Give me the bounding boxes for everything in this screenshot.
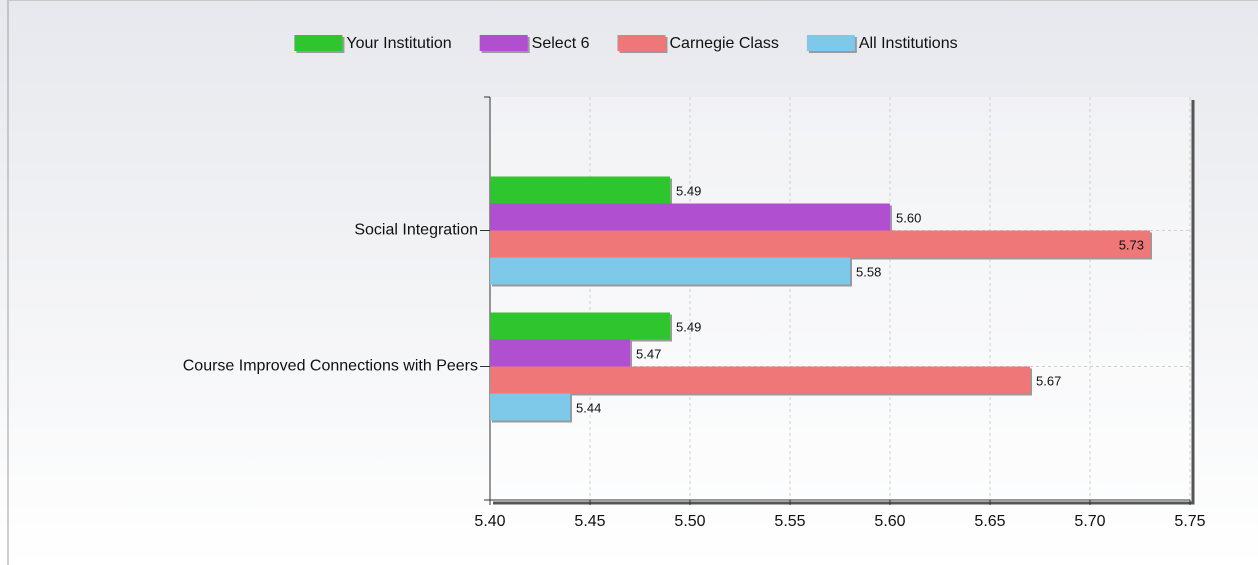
data-label: 5.73	[1119, 237, 1144, 252]
legend-swatch	[479, 35, 528, 51]
legend-swatch	[806, 35, 855, 51]
bar	[490, 366, 1030, 394]
y-tick-label: Course Improved Connections with Peers	[183, 358, 478, 375]
bar	[490, 339, 630, 367]
x-tick-label: 5.45	[574, 513, 605, 530]
x-tick-label: 5.70	[1074, 513, 1105, 530]
bar	[490, 176, 670, 204]
bar	[490, 203, 890, 231]
plot-shadow	[493, 100, 1195, 505]
data-label: 5.58	[856, 264, 881, 279]
data-label: 5.49	[676, 183, 701, 198]
legend-label: Carnegie Class	[669, 35, 778, 52]
x-tick-label: 5.40	[474, 513, 505, 530]
legend: Your Institution Select 6 Carnegie Class Al…	[294, 35, 958, 53]
legend-label: Select 6	[532, 35, 590, 52]
data-label: 5.47	[636, 346, 661, 361]
bar	[490, 312, 670, 340]
y-tick-label: Social Integration	[354, 222, 478, 239]
data-label: 5.49	[676, 319, 701, 334]
data-label: 5.60	[896, 210, 921, 225]
x-tick-label: 5.65	[974, 513, 1005, 530]
x-tick-label: 5.60	[874, 513, 905, 530]
x-tick-label: 5.50	[674, 513, 705, 530]
plot-area	[490, 97, 1190, 500]
legend-label: Your Institution	[346, 35, 451, 52]
data-label: 5.44	[576, 400, 601, 415]
legend-label: All Institutions	[859, 35, 958, 52]
bar	[490, 393, 570, 421]
data-label: 5.67	[1036, 373, 1061, 388]
legend-swatch	[294, 35, 343, 51]
x-tick-label: 5.75	[1174, 513, 1205, 530]
x-tick-label: 5.55	[774, 513, 805, 530]
legend-swatch	[617, 35, 666, 51]
bar	[490, 257, 850, 285]
bar	[490, 230, 1150, 258]
